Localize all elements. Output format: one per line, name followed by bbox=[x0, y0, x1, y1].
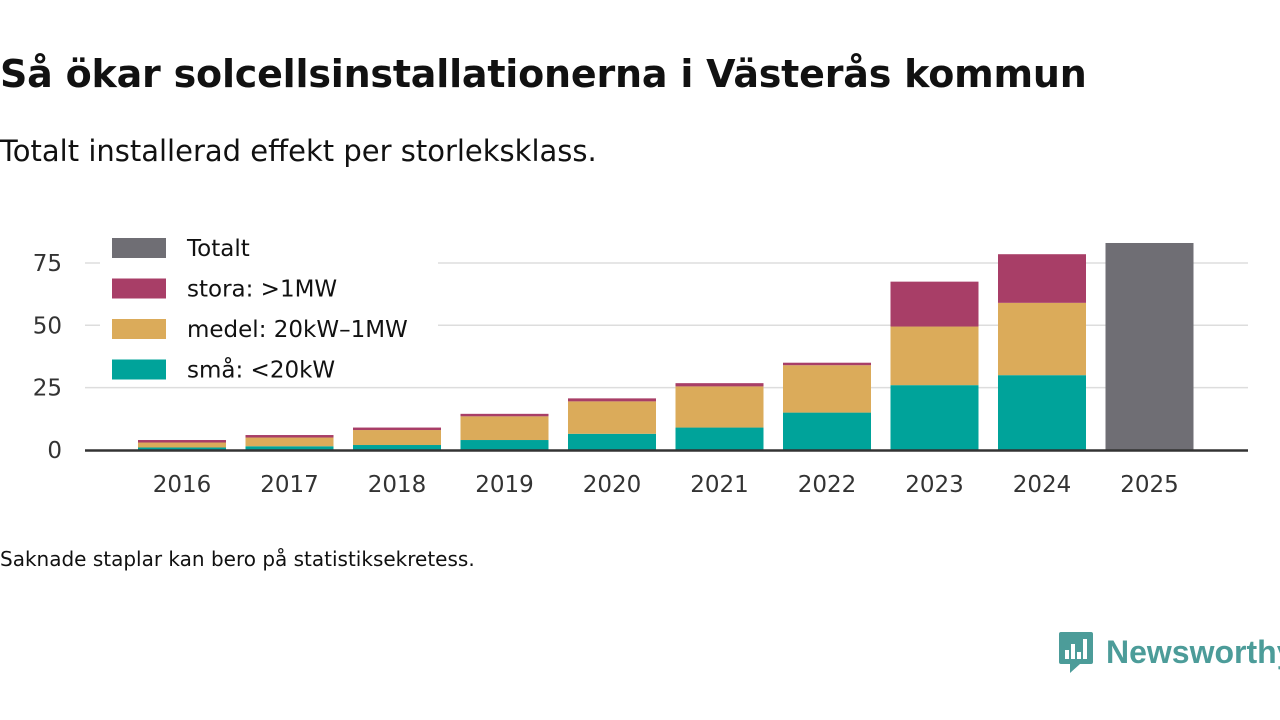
bar-sma-2022 bbox=[783, 412, 871, 450]
bar-medel-2017 bbox=[245, 437, 334, 447]
bar-stora-2020 bbox=[568, 398, 656, 402]
bar-medel-2022 bbox=[783, 365, 871, 413]
legend-label-medel: medel: 20kW–1MW bbox=[187, 317, 408, 343]
x-tick-label: 2016 bbox=[153, 472, 212, 498]
y-tick-label: 0 bbox=[47, 438, 62, 464]
bar-sma-2020 bbox=[568, 433, 656, 450]
bar-medel-2016 bbox=[138, 442, 226, 448]
x-tick-label: 2019 bbox=[475, 472, 534, 498]
bar-medel-2018 bbox=[353, 430, 441, 446]
bar-stora-2016 bbox=[138, 440, 226, 443]
legend-swatch-totalt bbox=[112, 238, 166, 258]
bar-stora-2018 bbox=[353, 427, 441, 431]
bar-sma-2016 bbox=[138, 447, 226, 450]
bar-stora-2022 bbox=[783, 362, 871, 366]
y-tick-label: 25 bbox=[33, 376, 62, 402]
bar-sma-2021 bbox=[675, 427, 764, 450]
x-tick-label: 2023 bbox=[905, 472, 964, 498]
bar-stora-2023 bbox=[890, 281, 979, 327]
bar-sma-2018 bbox=[353, 445, 441, 450]
legend-label-stora: stora: >1MW bbox=[187, 277, 337, 303]
brand-logo: Newsworthy bbox=[1058, 629, 1280, 675]
footnote: Saknade staplar kan bero på statistiksek… bbox=[0, 547, 475, 571]
bar-stora-2019 bbox=[460, 413, 549, 417]
bar-stora-2024 bbox=[998, 254, 1086, 303]
legend-label-totalt: Totalt bbox=[186, 236, 250, 262]
legend-swatch-medel bbox=[112, 319, 166, 339]
bar-sma-2017 bbox=[245, 446, 334, 450]
legend-label-sma: små: <20kW bbox=[187, 356, 335, 384]
x-tick-label: 2017 bbox=[260, 472, 319, 498]
x-tick-label: 2018 bbox=[368, 472, 427, 498]
bar-stora-2021 bbox=[675, 383, 764, 387]
bar-sma-2023 bbox=[890, 385, 979, 450]
legend-swatch-sma bbox=[112, 359, 166, 380]
y-tick-label: 50 bbox=[33, 313, 62, 339]
x-tick-label: 2024 bbox=[1013, 472, 1072, 498]
brand-name: Newsworthy bbox=[1106, 633, 1280, 670]
bar-medel-2019 bbox=[460, 416, 549, 441]
bar-sma-2019 bbox=[460, 440, 549, 450]
bar-medel-2021 bbox=[675, 386, 764, 428]
chart-subtitle: Totalt installerad effekt per storlekskl… bbox=[0, 134, 597, 168]
x-tick-label: 2025 bbox=[1120, 472, 1179, 498]
x-tick-label: 2020 bbox=[583, 472, 642, 498]
x-tick-label: 2022 bbox=[798, 472, 857, 498]
bar-totalt-2025 bbox=[1105, 242, 1194, 450]
bar-stora-2017 bbox=[245, 435, 334, 438]
bar-medel-2024 bbox=[998, 302, 1086, 376]
bar-medel-2020 bbox=[568, 401, 656, 434]
y-tick-label: 75 bbox=[33, 251, 62, 277]
legend-swatch-stora bbox=[112, 278, 166, 299]
bar-sma-2024 bbox=[998, 375, 1086, 450]
x-tick-label: 2021 bbox=[690, 472, 749, 498]
bar-medel-2023 bbox=[890, 326, 979, 386]
newsworthy-logo-icon bbox=[1059, 632, 1093, 673]
chart-title: Så ökar solcellsinstallationerna i Väste… bbox=[0, 52, 1087, 96]
stacked-bar-chart: 0 25 50 75 2016 2017 2018 2019 2020 2021 2022 2023 2… bbox=[32, 236, 1248, 498]
